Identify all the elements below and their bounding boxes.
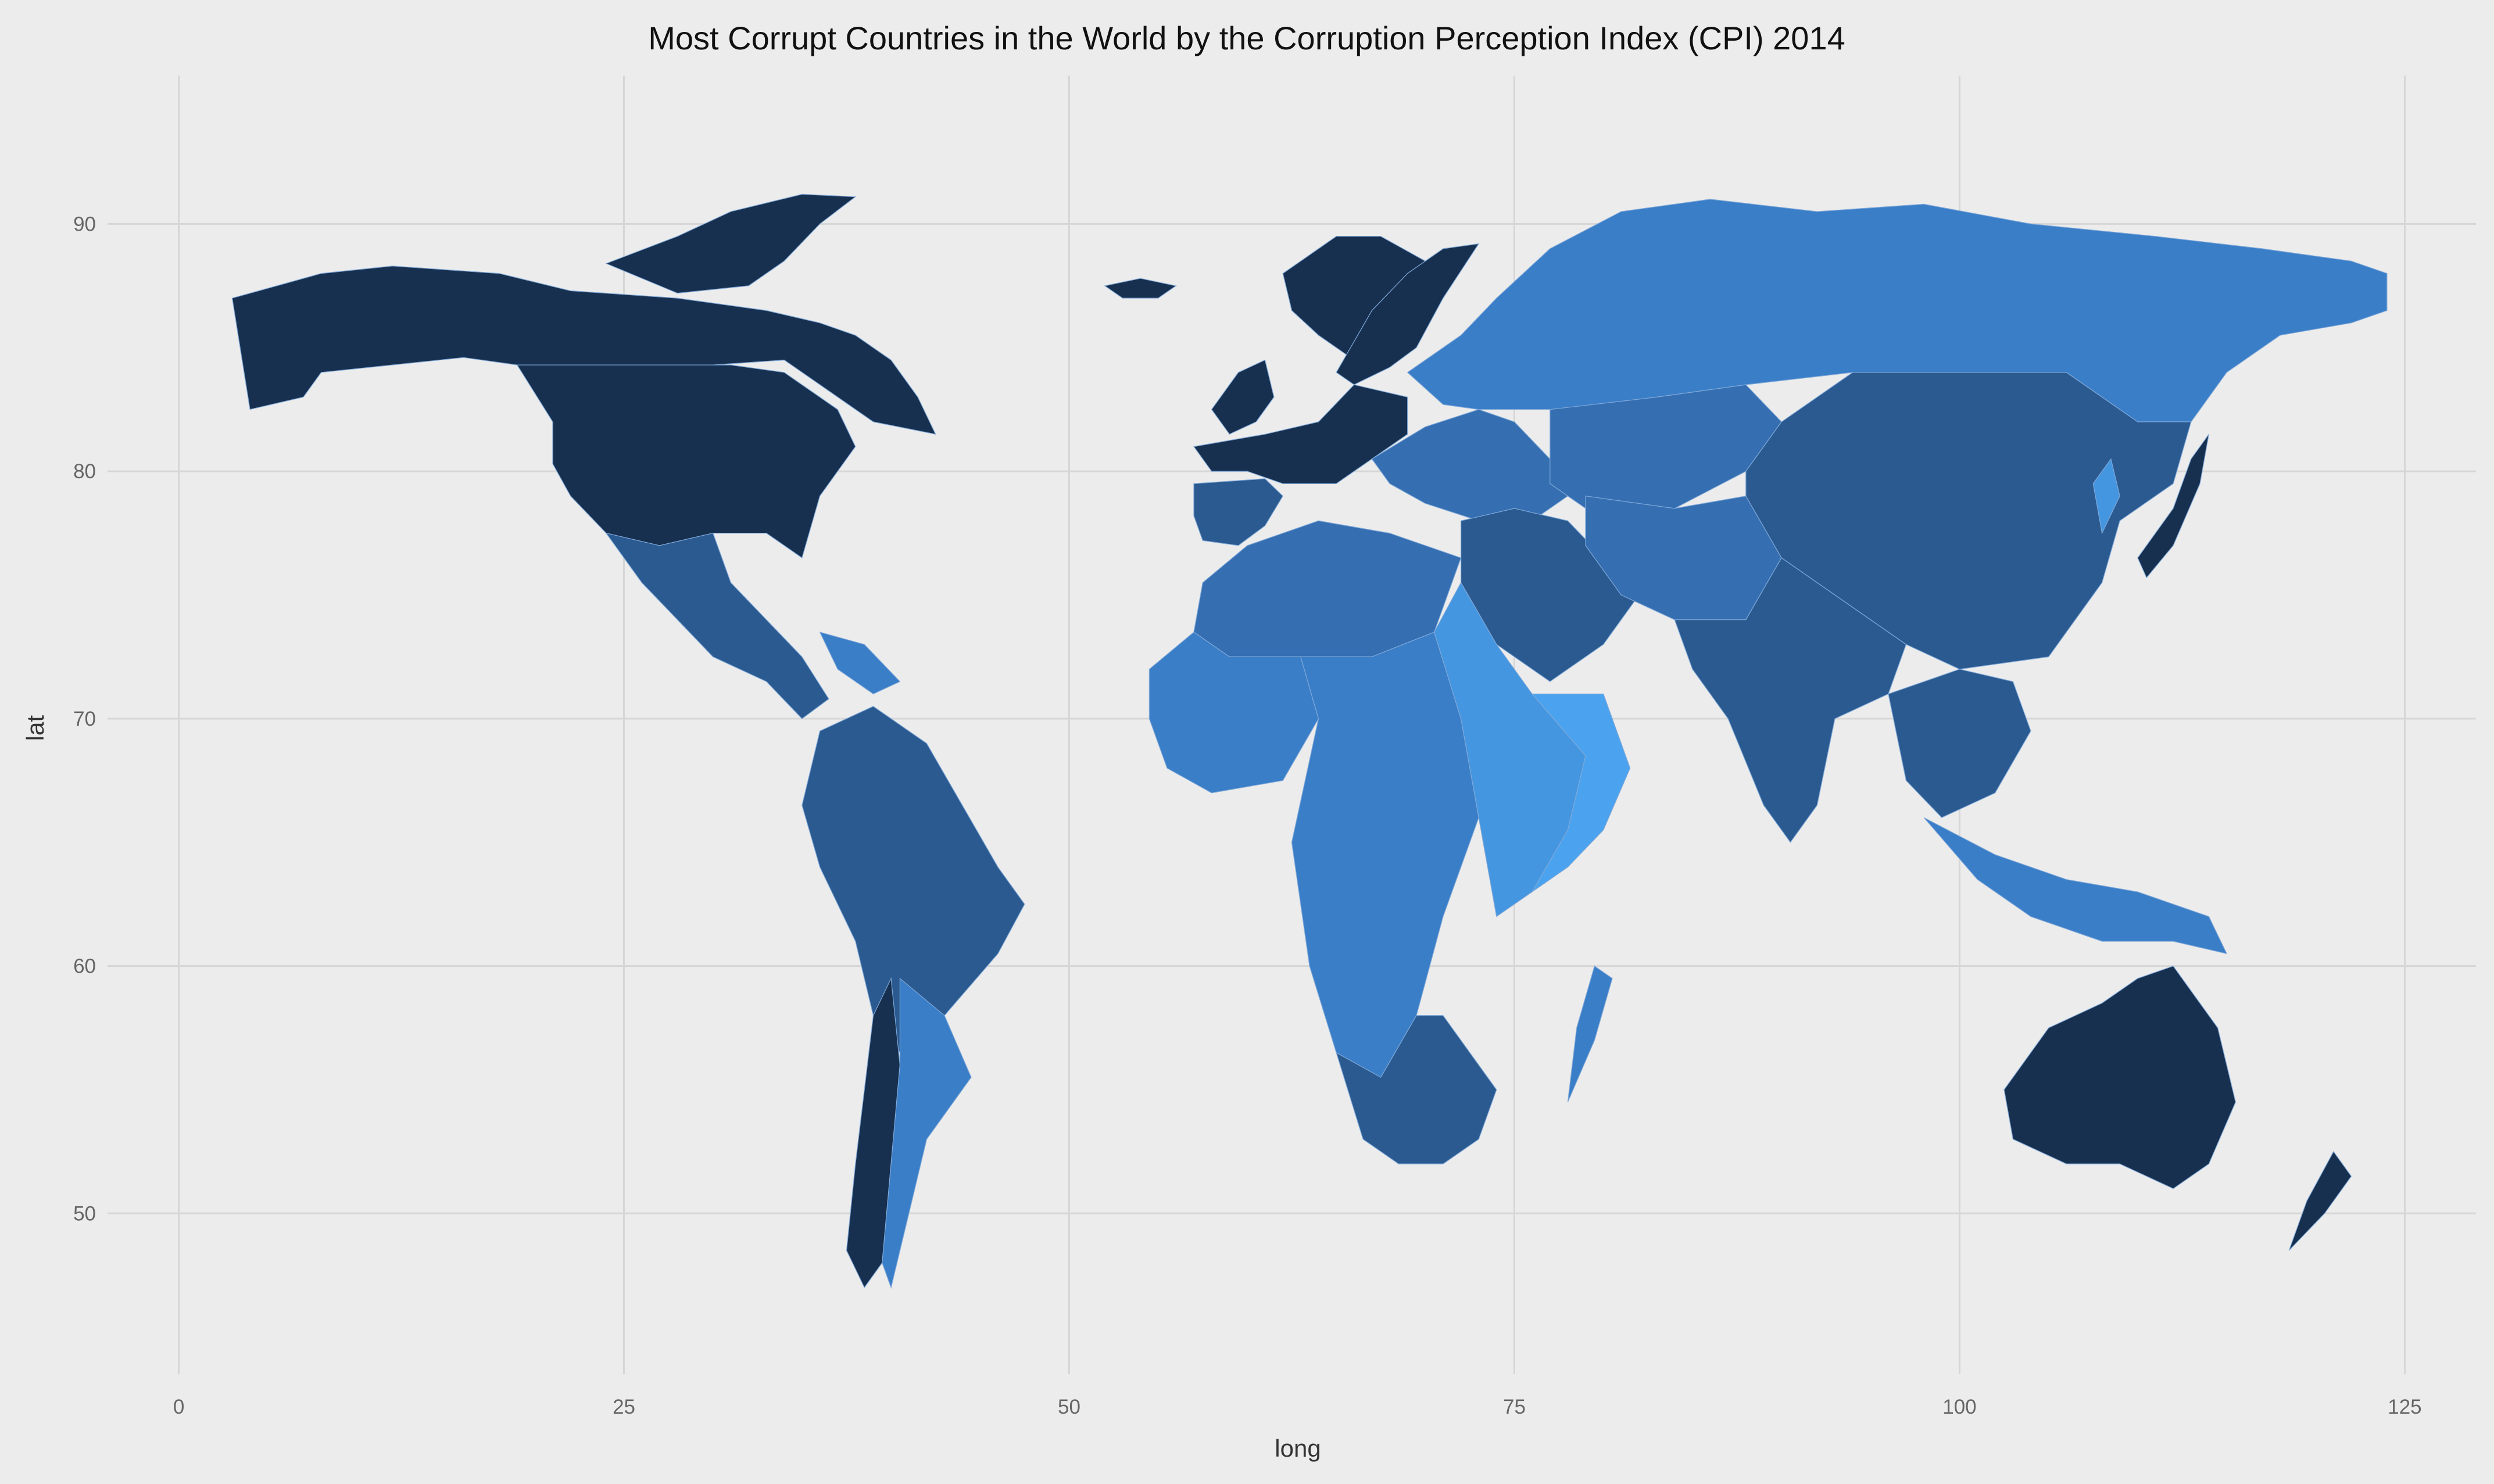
y-axis-ticks: 50 60 70 80 90 bbox=[73, 213, 96, 1225]
y-tick-label: 60 bbox=[73, 955, 96, 978]
y-tick-label: 50 bbox=[73, 1202, 96, 1225]
country-region-southern-africa bbox=[1336, 1015, 1497, 1164]
y-axis-label: lat bbox=[22, 715, 49, 741]
x-axis-ticks: 0 25 50 75 100 125 bbox=[173, 1396, 2422, 1418]
country-region-india bbox=[1674, 557, 1907, 843]
country-regions bbox=[231, 193, 2388, 1289]
x-tick-label: 125 bbox=[2388, 1396, 2421, 1418]
x-axis-label: long bbox=[1275, 1435, 1321, 1462]
country-region-usa bbox=[516, 364, 856, 559]
x-tick-label: 25 bbox=[613, 1396, 635, 1418]
country-region-indonesia-malaysia bbox=[1923, 817, 2228, 955]
country-region-iberia bbox=[1193, 478, 1283, 546]
chart-title: Most Corrupt Countries in the World by t… bbox=[648, 20, 1845, 56]
country-region-uk bbox=[1211, 359, 1275, 435]
country-region-canada-arctic-islands bbox=[605, 193, 857, 294]
y-tick-label: 70 bbox=[73, 708, 96, 730]
country-region-japan bbox=[2137, 433, 2209, 579]
country-region-australia bbox=[2003, 965, 2237, 1189]
country-region-argentina bbox=[882, 977, 972, 1289]
x-tick-label: 0 bbox=[173, 1396, 184, 1418]
country-region-madagascar bbox=[1567, 965, 1613, 1102]
x-tick-label: 75 bbox=[1503, 1396, 1526, 1418]
y-tick-label: 80 bbox=[73, 460, 96, 483]
country-region-mexico-central-america bbox=[605, 532, 829, 719]
x-tick-label: 100 bbox=[1942, 1396, 1976, 1418]
country-region-southeast-asia bbox=[1888, 669, 2031, 818]
country-region-somalia-horn bbox=[1531, 693, 1631, 892]
country-region-korea bbox=[2092, 458, 2120, 535]
y-tick-label: 90 bbox=[73, 213, 96, 235]
country-region-west-africa bbox=[1148, 632, 1319, 794]
country-region-caribbean bbox=[819, 631, 901, 694]
country-region-new-zealand bbox=[2288, 1150, 2352, 1251]
country-region-western-europe bbox=[1193, 384, 1408, 485]
country-region-scandinavia bbox=[1336, 243, 1480, 385]
country-region-iceland bbox=[1104, 278, 1177, 299]
x-tick-label: 50 bbox=[1058, 1396, 1080, 1418]
country-region-alaska-canada bbox=[231, 266, 936, 435]
